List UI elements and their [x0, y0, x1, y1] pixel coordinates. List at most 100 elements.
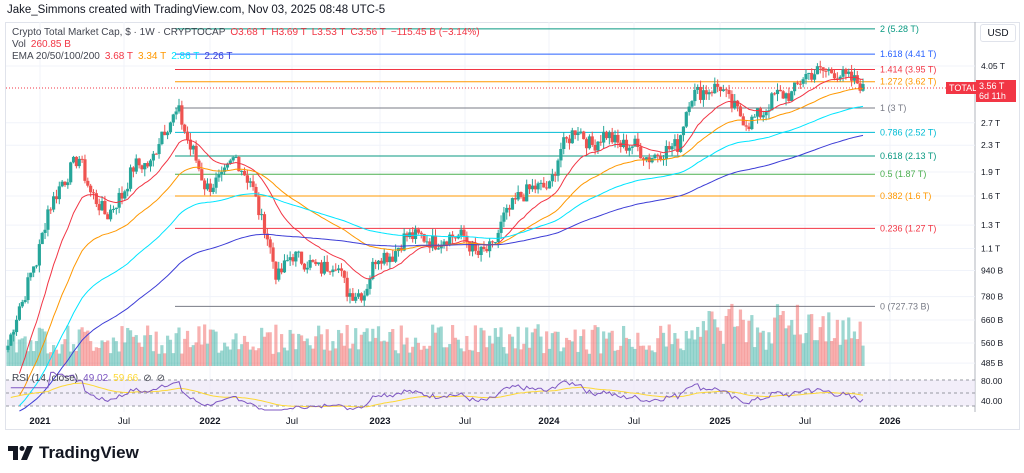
symbol-name: Crypto Total Market Cap, $ · 1W · CRYPTO…: [12, 27, 226, 38]
volume-bar: [103, 342, 107, 366]
candle-body: [228, 160, 232, 164]
candle-body: [379, 260, 383, 264]
volume-bar: [855, 339, 859, 366]
ema-100-line: [19, 105, 864, 406]
candle-body: [684, 112, 688, 127]
candle-body: [57, 186, 61, 200]
volume-bar: [319, 334, 324, 366]
candle-body: [448, 234, 452, 245]
candle-body: [52, 196, 56, 210]
candle-body: [43, 229, 47, 233]
candle-body: [297, 251, 301, 253]
volume-bar: [576, 351, 580, 366]
volume-bar: [453, 337, 458, 366]
volume-bar: [52, 345, 56, 366]
volume-bar: [174, 333, 178, 366]
volume-label: Vol: [12, 39, 26, 50]
volume-bar: [670, 344, 674, 366]
volume-bar: [203, 324, 207, 366]
candle-body: [86, 180, 90, 186]
candle-body: [584, 139, 589, 149]
candle-body: [285, 260, 289, 262]
candle-body: [855, 75, 859, 84]
candle-body: [302, 263, 306, 270]
candle-body: [536, 183, 540, 190]
candle-body: [818, 66, 822, 68]
volume-bar: [596, 327, 600, 366]
volume-bar: [490, 343, 495, 366]
candle-body: [807, 72, 811, 74]
candle-body: [502, 212, 506, 222]
volume-bar: [365, 328, 369, 366]
volume-bar: [764, 349, 768, 366]
candle-body: [445, 241, 449, 245]
volume-bar: [228, 349, 232, 366]
symbol-legend[interactable]: Crypto Total Market Cap, $ · 1W · CRYPTO…: [12, 27, 485, 38]
volume-bar: [322, 349, 326, 366]
fib-level-label: 0 (727.73 B): [880, 301, 930, 311]
candle-body: [716, 83, 720, 87]
candle-body: [29, 272, 33, 278]
volume-bar: [97, 347, 101, 366]
volume-bar: [371, 328, 375, 366]
volume-bar: [183, 338, 187, 366]
last-price: 3.56 T: [979, 81, 1005, 91]
candle-body: [579, 131, 583, 134]
volume-bar: [636, 332, 640, 366]
volume-bar: [225, 346, 230, 366]
volume-bar: [274, 324, 278, 366]
time-tick-label: Jul: [118, 416, 130, 427]
volume-bar: [265, 332, 269, 366]
candle-body: [311, 260, 315, 262]
candle-body: [727, 90, 731, 95]
volume-bar: [214, 331, 218, 366]
hide-icon[interactable]: ⊘: [156, 373, 165, 384]
volume-bar: [242, 335, 247, 366]
volume-bar: [416, 342, 420, 366]
volume-bar: [824, 341, 828, 366]
candle-body: [778, 89, 782, 92]
candle-body: [587, 136, 591, 149]
candle-body: [433, 235, 438, 250]
volume-bar: [288, 329, 292, 366]
volume-bar: [339, 333, 344, 366]
candle-body: [562, 137, 566, 149]
volume-bar: [77, 329, 81, 366]
candle-body: [793, 82, 797, 92]
currency-button[interactable]: USD: [980, 24, 1016, 42]
candle-body: [274, 261, 278, 280]
volume-legend[interactable]: Vol 260.85 B: [12, 39, 76, 50]
candle-body: [442, 241, 446, 245]
rsi-legend[interactable]: RSI (14, close) 49.02 59.66 ⊘ ⊘: [12, 373, 170, 384]
candle-body: [126, 188, 130, 192]
candle-body: [676, 139, 680, 153]
volume-bar: [533, 328, 537, 366]
volume-bar: [342, 345, 346, 366]
candle-body: [696, 86, 700, 90]
volume-bar: [208, 329, 212, 366]
volume-bar: [91, 350, 96, 366]
candle-body: [496, 232, 500, 243]
volume-bar: [80, 327, 84, 366]
price-tick-label: 1.6 T: [981, 191, 1000, 201]
tradingview-logo[interactable]: TradingView: [8, 443, 139, 463]
fib-level-label: 1 (3 T): [880, 103, 906, 113]
candle-body: [280, 268, 284, 273]
candle-body: [408, 232, 412, 238]
volume-bar: [280, 334, 284, 366]
candle-body: [251, 181, 255, 187]
candle-body: [835, 78, 839, 80]
candle-body: [431, 235, 435, 248]
candle-body: [821, 67, 825, 71]
hide-icon[interactable]: ⊘: [143, 373, 152, 384]
candle-body: [636, 138, 640, 148]
candle-body: [758, 108, 762, 118]
candle-body: [117, 192, 121, 208]
candle-body: [451, 234, 455, 238]
candle-body: [858, 83, 862, 91]
ema-legend[interactable]: EMA 20/50/100/200 3.68 T 3.34 T 2.86 T 2.26 …: [12, 51, 238, 62]
volume-bar: [345, 324, 349, 366]
candle-body: [764, 111, 768, 116]
candle-body: [667, 145, 671, 150]
